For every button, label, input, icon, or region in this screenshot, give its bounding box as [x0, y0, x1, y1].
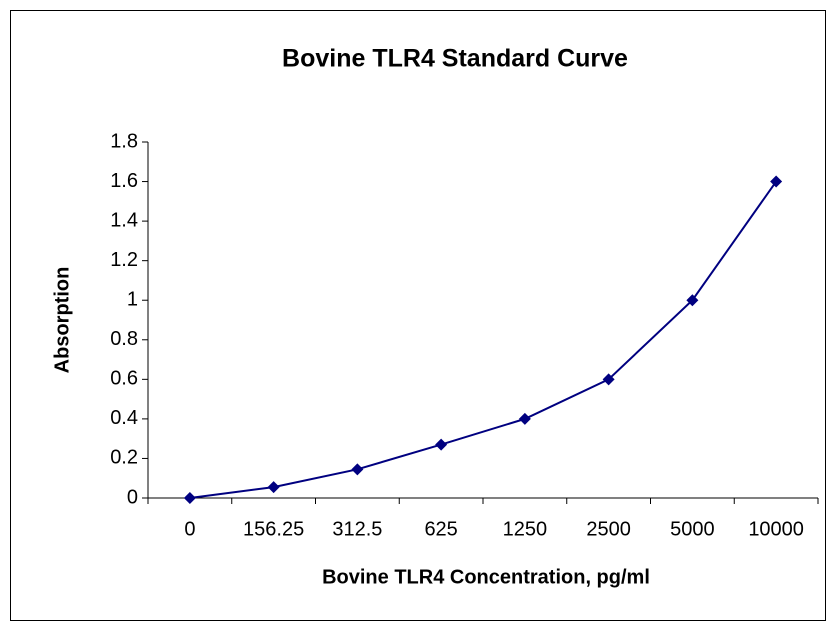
y-tick-label: 1.4	[110, 209, 138, 231]
x-tick-label: 312.5	[332, 518, 382, 540]
x-tick-label: 625	[424, 518, 457, 540]
x-tick-label: 1250	[503, 518, 548, 540]
y-tick-label: 1.6	[110, 170, 138, 192]
x-tick-label: 5000	[670, 518, 715, 540]
x-tick-label: 0	[184, 518, 195, 540]
x-tick-label: 10000	[748, 518, 804, 540]
data-line	[189, 180, 777, 499]
y-tick-label: 0.4	[110, 407, 138, 429]
x-tick-label: 156.25	[243, 518, 304, 540]
x-axis-label: Bovine TLR4 Concentration, pg/ml	[322, 566, 650, 588]
y-tick-label: 0.2	[110, 447, 138, 469]
chart-title: Bovine TLR4 Standard Curve	[282, 45, 628, 73]
y-tick-label: 1.2	[110, 249, 138, 271]
y-tick-label: 1	[127, 289, 138, 311]
data-point	[351, 463, 364, 476]
data-point	[602, 373, 615, 386]
x-tick-label: 2500	[586, 518, 631, 540]
y-tick-label: 1.8	[110, 130, 138, 152]
y-tick-label: 0	[127, 486, 138, 508]
data-point	[183, 492, 196, 504]
y-tick-label: 0.8	[110, 328, 138, 350]
y-tick-label: 0.6	[110, 368, 138, 390]
chart-frame	[10, 10, 826, 621]
y-axis-label: Absorption	[51, 267, 73, 374]
data-point	[267, 481, 280, 494]
data-point	[770, 175, 783, 188]
data-point	[518, 412, 531, 425]
data-point	[686, 294, 699, 307]
data-point	[435, 438, 448, 451]
